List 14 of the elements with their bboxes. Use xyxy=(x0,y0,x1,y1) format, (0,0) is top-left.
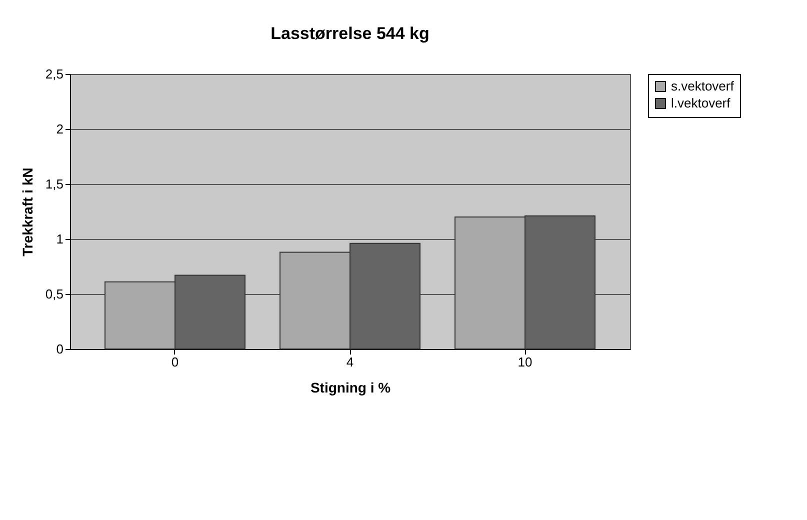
legend-label: s.vektoverf xyxy=(671,78,734,94)
y-tick-label: 0 xyxy=(56,342,64,356)
y-tick-label: 2 xyxy=(56,122,64,136)
legend-label: l.vektoverf xyxy=(671,96,731,110)
x-tick-label: 10 xyxy=(518,354,532,370)
x-tick-label: 0 xyxy=(171,354,179,370)
x-tick-label: 4 xyxy=(346,354,354,370)
y-tick-label: 0,5 xyxy=(45,286,64,302)
chart-title: Lasstørrelse 544 kg xyxy=(270,24,430,43)
y-tick-label: 1,5 xyxy=(45,176,64,192)
y-tick-label: 2,5 xyxy=(45,66,64,82)
x-axis-title: Stigning i % xyxy=(310,380,392,396)
y-axis-title: Trekkraft i kN xyxy=(19,168,36,256)
y-tick-label: 1 xyxy=(56,232,64,246)
